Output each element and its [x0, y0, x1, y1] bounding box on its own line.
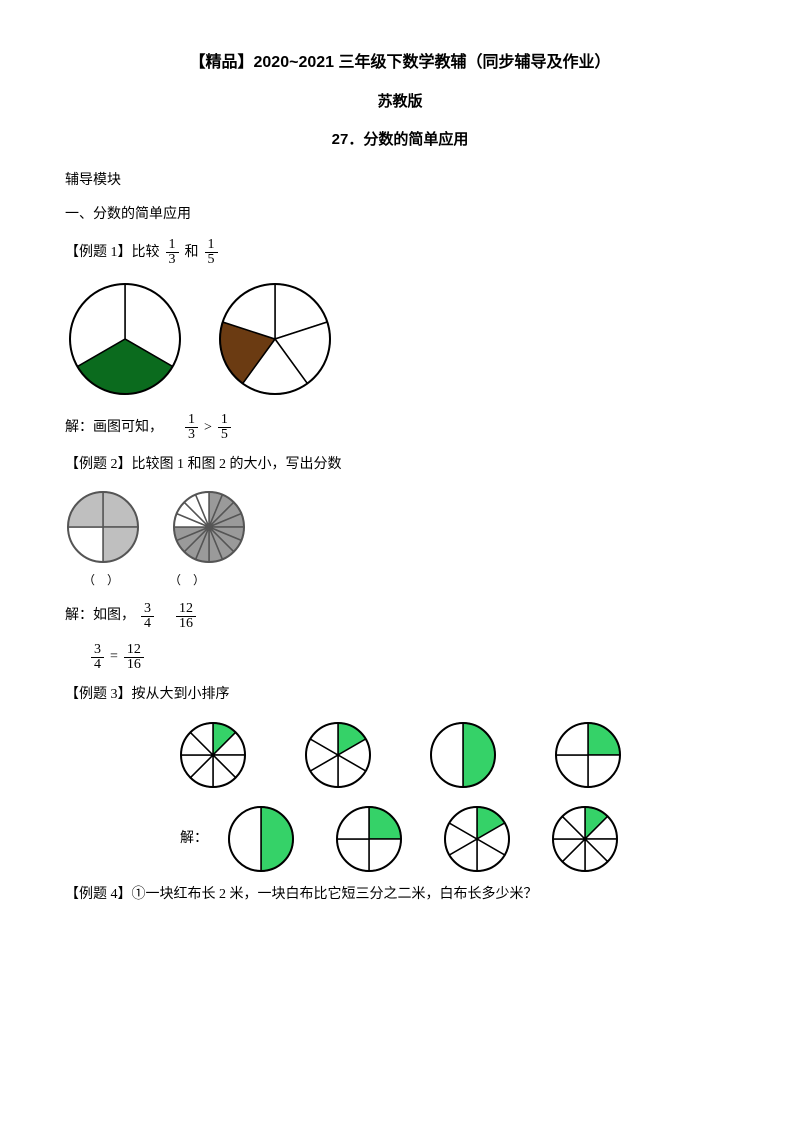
- ex2-answer: 解：如图， 34 1216: [65, 602, 735, 631]
- doc-publisher: 苏教版: [65, 90, 735, 114]
- ex1-prefix: 【例题 1】比较: [65, 242, 160, 264]
- ex3-row1: [65, 720, 735, 790]
- ex3-title: 【例题 3】按从大到小排序: [65, 684, 735, 706]
- subsection-label: 一、分数的简单应用: [65, 204, 735, 226]
- ex2-pie-quarters: [65, 489, 141, 565]
- ex1-op: >: [204, 417, 212, 439]
- ex1-diagrams: [65, 279, 735, 399]
- ex2-paren1: （ ）: [83, 571, 119, 590]
- ex1-pie-fifths: [215, 279, 335, 399]
- ex3-pie: [226, 804, 296, 874]
- ex2-eq-op: =: [110, 646, 118, 668]
- ex2-diagrams: [65, 489, 735, 565]
- doc-section: 27．分数的简单应用: [65, 128, 735, 152]
- ex1-ans-f2: 15: [218, 413, 231, 442]
- ex3-pie: [178, 720, 248, 790]
- ex2-title: 【例题 2】比较图 1 和图 2 的大小，写出分数: [65, 454, 735, 476]
- ex2-pie-sixteenths: [171, 489, 247, 565]
- ex2-f2: 1216: [176, 602, 196, 631]
- module-label: 辅导模块: [65, 170, 735, 192]
- ex4-text: 【例题 4】①一块红布长 2 米，一块白布比它短三分之二米，白布长多少米？: [65, 884, 735, 906]
- ex1-title: 【例题 1】比较 13 和 15: [65, 238, 735, 267]
- ex3-pie: [334, 804, 404, 874]
- ex1-ans-f1: 13: [185, 413, 198, 442]
- ex2-eq-r: 1216: [124, 643, 144, 672]
- ex3-pie: [303, 720, 373, 790]
- ex2-eq-l: 34: [91, 643, 104, 672]
- ex3-pie: [442, 804, 512, 874]
- ex2-equality: 34 = 1216: [89, 643, 735, 672]
- ex3-ans: 解：: [180, 828, 208, 850]
- ex3-pie: [553, 720, 623, 790]
- ex2-paren2: （ ）: [169, 571, 205, 590]
- ex3-pie: [550, 804, 620, 874]
- ex2-ans-prefix: 解：如图，: [65, 605, 135, 627]
- ex2-f1: 34: [141, 602, 154, 631]
- doc-title: 【精品】2020~2021 三年级下数学教辅（同步辅导及作业）: [65, 50, 735, 76]
- ex1-answer: 解：画图可知， 13 > 15: [65, 413, 735, 442]
- ex1-frac2: 15: [205, 238, 218, 267]
- ex3-pie: [428, 720, 498, 790]
- ex2-parens: （ ） （ ）: [83, 571, 735, 590]
- ex1-pie-thirds: [65, 279, 185, 399]
- ex1-frac1: 13: [166, 238, 179, 267]
- ex3-row2: 解：: [65, 804, 735, 874]
- ex1-ans-prefix: 解：画图可知，: [65, 417, 163, 439]
- ex1-mid: 和: [185, 242, 199, 264]
